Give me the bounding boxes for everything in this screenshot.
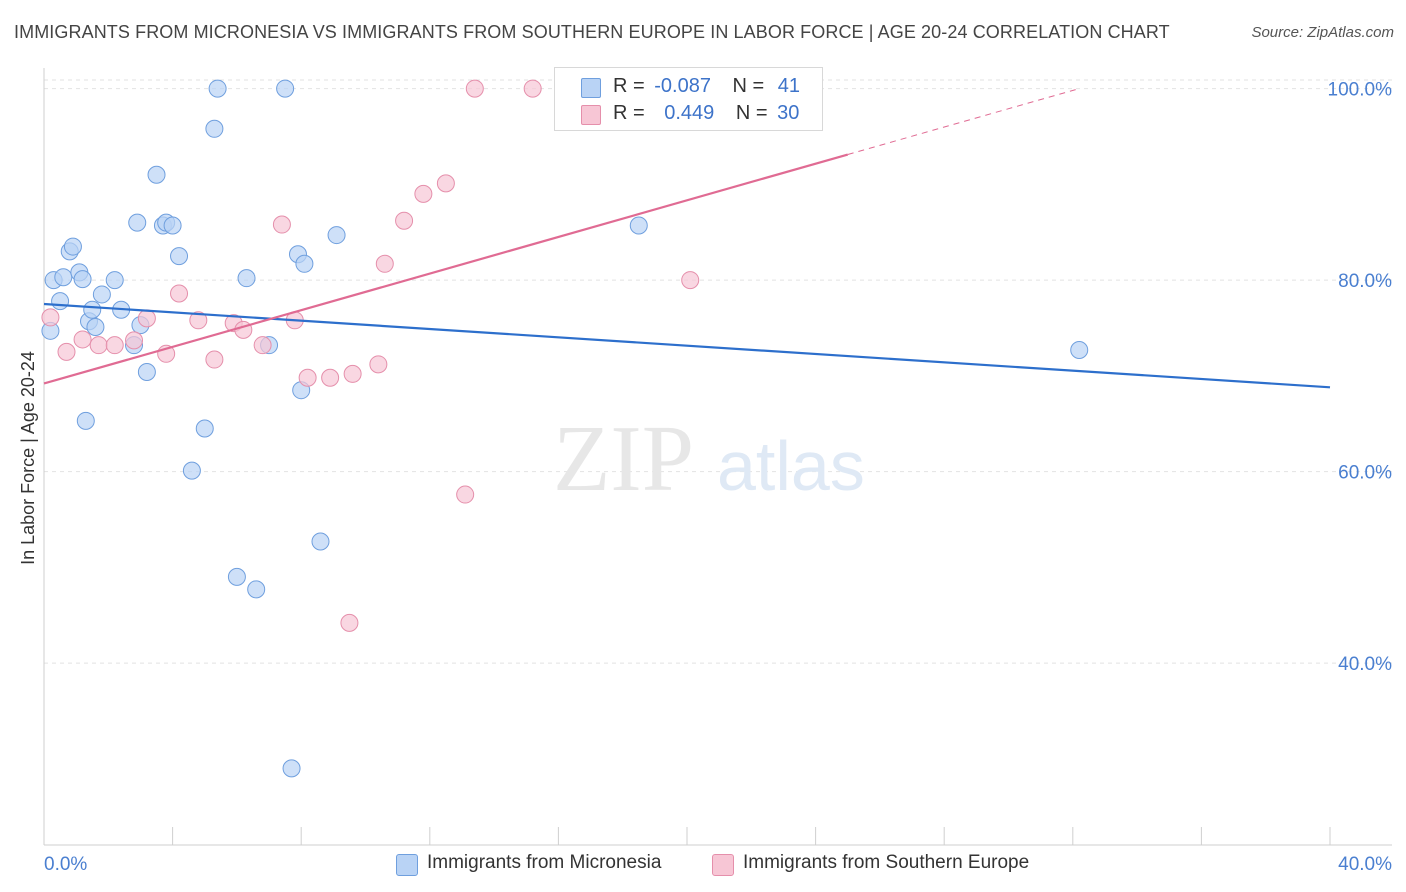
point-micronesia-18 [137, 362, 156, 381]
point-southern-20 [375, 254, 394, 273]
axes [43, 68, 1392, 846]
point-micronesia-26 [205, 119, 224, 138]
watermark: ZIP atlas [553, 407, 865, 511]
y-tick-label-40: 40.0% [1338, 654, 1392, 675]
point-southern-19 [369, 355, 388, 374]
point-southern-25 [465, 79, 484, 98]
point-micronesia-38 [327, 226, 346, 245]
point-micronesia-23 [170, 247, 189, 266]
bottom-legend-micronesia: Immigrants from Micronesia [427, 852, 662, 873]
point-micronesia-5 [63, 237, 82, 256]
point-micronesia-16 [128, 213, 147, 232]
point-micronesia-27 [208, 79, 227, 98]
point-micronesia-10 [83, 300, 102, 319]
point-micronesia-37 [311, 532, 330, 551]
point-micronesia-22 [163, 216, 182, 235]
point-southern-24 [456, 485, 475, 504]
x-tick-label-1: 40.0% [1338, 854, 1392, 875]
y-tick-label-80: 80.0% [1338, 271, 1392, 292]
point-southern-18 [343, 364, 362, 383]
tick-labels: 40.0% 60.0% 80.0% 100.0% 0.0% 40.0% [44, 80, 1392, 875]
point-southern-4 [105, 336, 124, 355]
y-tick-label-60: 60.0% [1338, 463, 1392, 484]
point-southern-21 [395, 211, 414, 230]
watermark-atlas: atlas [717, 427, 865, 505]
point-southern-8 [170, 284, 189, 303]
y-axis-label: In Labor Force | Age 20-24 [18, 351, 38, 565]
point-southern-0 [41, 308, 60, 327]
point-micronesia-36 [295, 254, 314, 273]
point-micronesia-28 [227, 567, 246, 586]
point-micronesia-3 [54, 268, 73, 287]
point-micronesia-11 [86, 317, 105, 336]
point-southern-6 [137, 309, 156, 328]
trend-line-southern [43, 153, 849, 385]
bottom-legend-swatch-southern [712, 854, 734, 876]
point-southern-23 [436, 174, 455, 193]
point-micronesia-32 [276, 79, 295, 98]
legend-r-micronesia: -0.087 [654, 75, 711, 97]
legend-n-label: N = [732, 75, 765, 97]
point-southern-17 [321, 368, 340, 387]
trend-line-southern-extension [847, 88, 1080, 155]
watermark-zip: ZIP [553, 407, 694, 511]
point-southern-13 [253, 336, 272, 355]
point-micronesia-2 [51, 292, 70, 311]
point-micronesia-30 [247, 580, 266, 599]
point-micronesia-7 [73, 270, 92, 289]
legend-r-southern: 0.449 [664, 102, 715, 124]
point-southern-10 [205, 350, 224, 369]
chart-source: Source: ZipAtlas.com [1251, 24, 1394, 41]
point-micronesia-40 [1070, 340, 1089, 359]
point-micronesia-39 [629, 216, 648, 235]
legend-n-southern: 30 [777, 102, 800, 124]
point-micronesia-13 [105, 271, 124, 290]
point-southern-2 [73, 330, 92, 349]
trend-lines [43, 88, 1331, 389]
point-southern-16 [298, 368, 317, 387]
point-micronesia-29 [237, 269, 256, 288]
legend-r-label: R = [613, 75, 645, 97]
point-southern-14 [272, 215, 291, 234]
point-southern-27 [681, 271, 700, 290]
point-micronesia-33 [282, 759, 301, 778]
point-micronesia-24 [182, 461, 201, 480]
legend-n-label-2: N = [735, 102, 768, 124]
trend-line-micronesia [43, 302, 1331, 389]
point-micronesia-8 [76, 411, 95, 430]
legend-swatch-micronesia [581, 78, 601, 98]
stats-legend: R = -0.087 N = 41 R = 0.449 N = 30 [554, 67, 823, 131]
point-micronesia-12 [92, 285, 111, 304]
bottom-legend-swatch-micronesia [396, 854, 418, 876]
point-southern-9 [189, 311, 208, 330]
x-tick-label-0: 0.0% [44, 854, 87, 875]
legend-r-label-2: R = [613, 102, 645, 124]
point-southern-28 [340, 613, 359, 632]
point-micronesia-19 [147, 165, 166, 184]
bottom-legend-southern: Immigrants from Southern Europe [743, 852, 1030, 873]
legend-row-southern: R = 0.449 N = 30 [613, 102, 799, 125]
point-micronesia-25 [195, 419, 214, 438]
point-southern-26 [523, 79, 542, 98]
y-tick-label-100: 100.0% [1328, 80, 1393, 101]
point-southern-5 [125, 331, 144, 350]
legend-swatch-southern [581, 105, 601, 125]
grid-lines [44, 79, 1392, 664]
point-southern-3 [89, 336, 108, 355]
point-southern-1 [57, 342, 76, 361]
legend-row-micronesia: R = -0.087 N = 41 [613, 75, 800, 98]
legend-n-micronesia: 41 [777, 75, 801, 97]
data-points [41, 79, 1089, 778]
chart-title: IMMIGRANTS FROM MICRONESIA VS IMMIGRANTS… [14, 22, 1170, 42]
point-southern-22 [414, 184, 433, 203]
